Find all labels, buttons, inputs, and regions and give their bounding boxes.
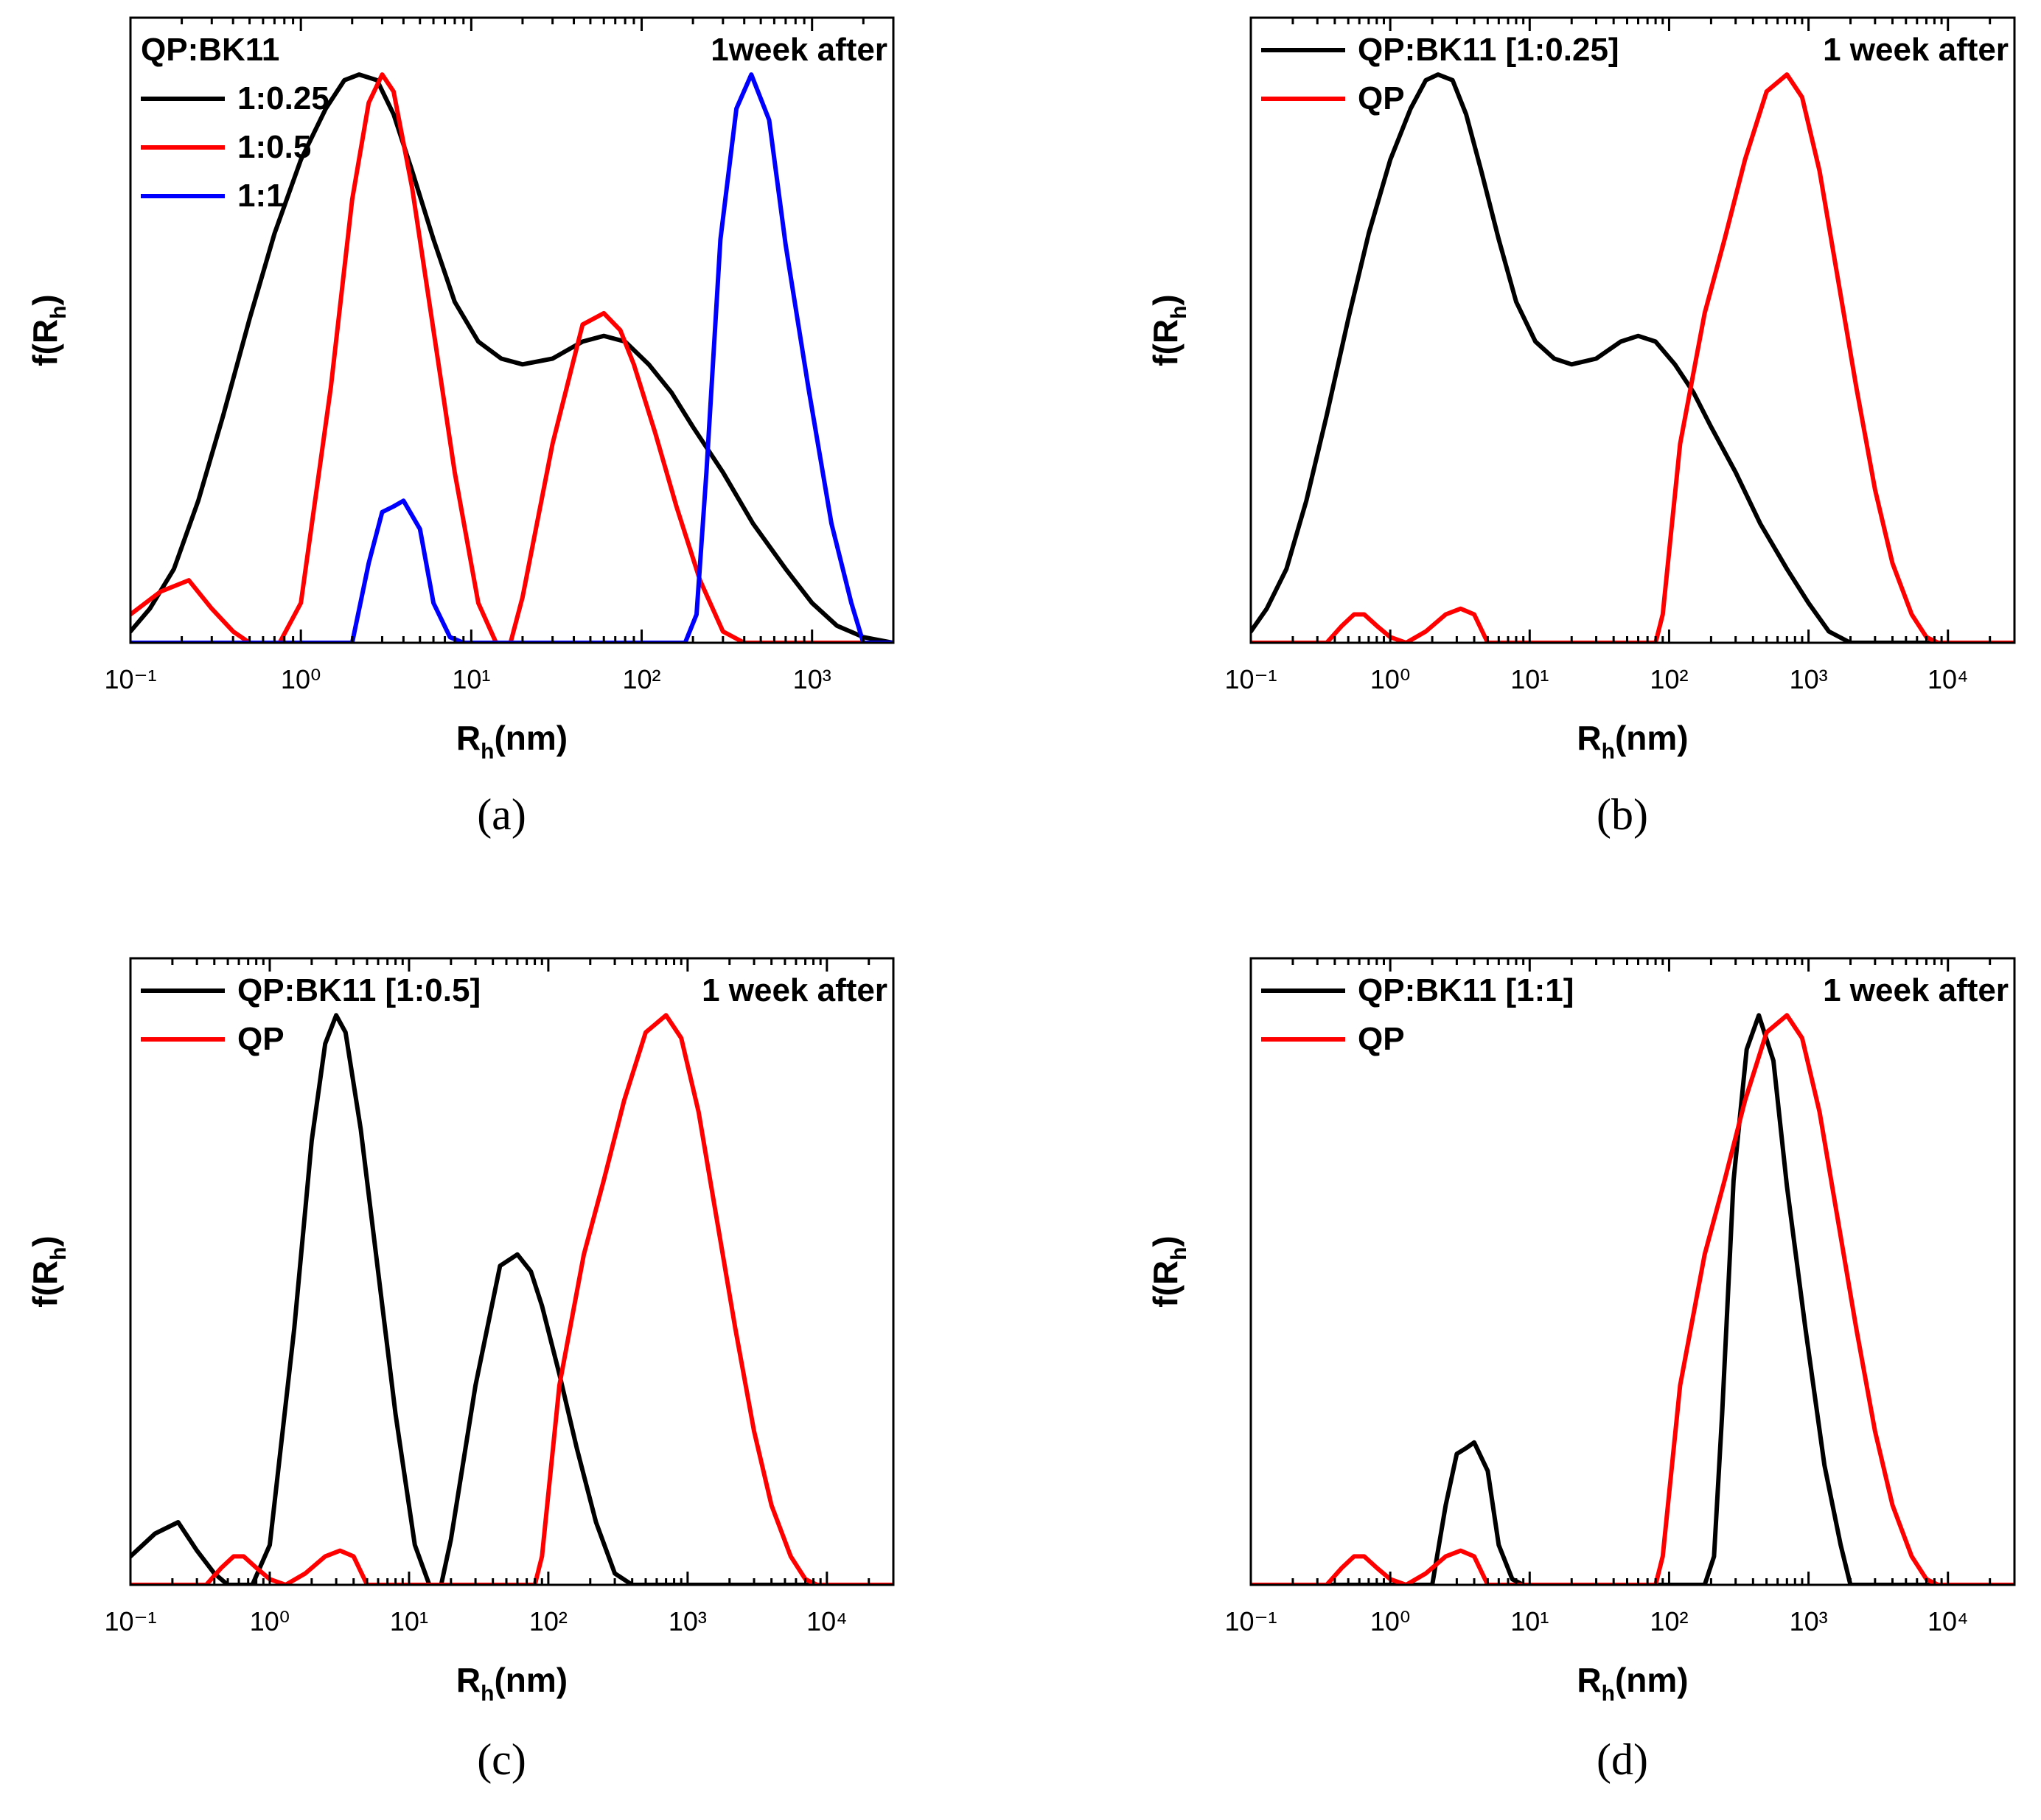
x-tick-label: 10³ — [793, 664, 831, 694]
x-tick-label: 10³ — [1790, 664, 1828, 694]
y-axis-label-sub: h — [1167, 1247, 1191, 1261]
x-axis-label-main: R — [1577, 1661, 1601, 1699]
x-tick-label: 10⁻¹ — [104, 664, 156, 694]
legend-label: 1:0.5 — [237, 129, 311, 165]
series-line-qp — [1251, 72, 2014, 643]
x-axis-label-sub: h — [481, 1681, 494, 1706]
y-axis-label-sub: h — [46, 1247, 71, 1261]
x-axis-label-rest: (nm) — [1615, 1661, 1689, 1699]
plot-frame — [1249, 16, 2016, 644]
y-axis-label: f(Rh) — [26, 1235, 71, 1308]
annotation-text: 1week after — [711, 32, 887, 68]
x-axis-label-sub: h — [481, 739, 494, 764]
series-line-qp-bk11-1-0-25 — [1251, 72, 2014, 643]
x-tick-label: 10⁰ — [281, 664, 321, 694]
x-tick-label: 10² — [1650, 664, 1688, 694]
panel-caption: (a) — [477, 790, 526, 839]
y-axis-label-rest: ) — [26, 294, 64, 305]
x-tick-label: 10⁰ — [1370, 664, 1410, 694]
y-axis-label: f(Rh) — [26, 294, 71, 366]
y-axis-label-main: f(R — [26, 319, 64, 366]
annotation-text: 1 week after — [1823, 972, 2009, 1008]
x-tick-label: 10¹ — [390, 1606, 428, 1636]
x-axis-label: Rh(nm) — [1577, 1661, 1688, 1706]
series-line-qp — [1251, 1013, 2014, 1585]
x-tick-label: 10⁰ — [250, 1606, 290, 1636]
x-tick-label: 10³ — [1790, 1606, 1828, 1636]
x-axis-label: Rh(nm) — [456, 719, 568, 764]
x-tick-label: 10⁻¹ — [1224, 664, 1277, 694]
y-axis-label: f(Rh) — [1146, 294, 1191, 366]
panel-caption: (b) — [1597, 790, 1648, 839]
x-tick-label: 10² — [623, 664, 661, 694]
y-axis-label: f(Rh) — [1146, 1235, 1191, 1308]
plot-frame — [1249, 957, 2016, 1586]
x-tick-label: 10¹ — [452, 664, 490, 694]
x-axis-label-rest: (nm) — [494, 1661, 568, 1699]
x-tick-label: 10⁻¹ — [104, 1606, 156, 1636]
x-tick-label: 10³ — [669, 1606, 707, 1636]
legend-label: QP:BK11 [1:0.5] — [237, 972, 481, 1008]
legend-label: QP:BK11 [1:0.25] — [1358, 32, 1619, 68]
legend-label: QP — [1358, 1021, 1405, 1057]
x-axis-label-main: R — [456, 719, 481, 757]
series-line-1-0-5 — [130, 72, 893, 643]
series-line-qp-bk11-1-1 — [1251, 1013, 2014, 1585]
y-axis-label-sub: h — [46, 306, 71, 319]
legend-title: QP:BK11 — [141, 32, 279, 68]
x-axis-label-sub: h — [1602, 739, 1615, 764]
x-tick-label: 10⁴ — [806, 1606, 848, 1636]
series-line-1-1 — [130, 72, 893, 643]
legend-label: QP — [1358, 80, 1405, 116]
legend-label: QP — [237, 1021, 285, 1057]
plot-frame — [129, 957, 895, 1586]
series-line-qp-bk11-1-0-5 — [130, 1013, 893, 1585]
y-axis-label-rest: ) — [1146, 294, 1185, 305]
x-tick-label: 10² — [529, 1606, 568, 1636]
y-axis-label-sub: h — [1167, 306, 1191, 319]
series-line-qp — [130, 1013, 893, 1585]
legend-label: QP:BK11 [1:1] — [1358, 972, 1574, 1008]
annotation-text: 1 week after — [702, 972, 887, 1008]
x-axis-label: Rh(nm) — [456, 1661, 568, 1706]
y-axis-label-main: f(R — [1146, 319, 1185, 366]
legend-label: 1:1 — [237, 178, 285, 214]
legend-label: 1:0.25 — [237, 80, 329, 116]
x-axis-label-sub: h — [1602, 1681, 1615, 1706]
x-axis-label: Rh(nm) — [1577, 719, 1688, 764]
x-tick-label: 10¹ — [1510, 664, 1549, 694]
x-tick-label: 10⁰ — [1370, 1606, 1410, 1636]
y-axis-label-main: f(R — [1146, 1261, 1185, 1308]
x-tick-label: 10⁻¹ — [1224, 1606, 1277, 1636]
x-axis-label-main: R — [1577, 719, 1601, 757]
x-axis-label-rest: (nm) — [1615, 719, 1689, 757]
panel-caption: (d) — [1597, 1735, 1648, 1784]
panel-caption: (c) — [477, 1735, 526, 1784]
x-tick-label: 10¹ — [1510, 1606, 1549, 1636]
y-axis-label-main: f(R — [26, 1261, 64, 1308]
x-tick-label: 10² — [1650, 1606, 1688, 1636]
x-axis-label-main: R — [456, 1661, 481, 1699]
x-tick-label: 10⁴ — [1927, 664, 1969, 694]
y-axis-label-rest: ) — [26, 1235, 64, 1247]
x-tick-label: 10⁴ — [1927, 1606, 1969, 1636]
annotation-text: 1 week after — [1823, 32, 2009, 68]
x-axis-label-rest: (nm) — [494, 719, 568, 757]
y-axis-label-rest: ) — [1146, 1235, 1185, 1247]
plot-frame — [129, 16, 895, 644]
series-line-1-0-25 — [130, 72, 893, 643]
